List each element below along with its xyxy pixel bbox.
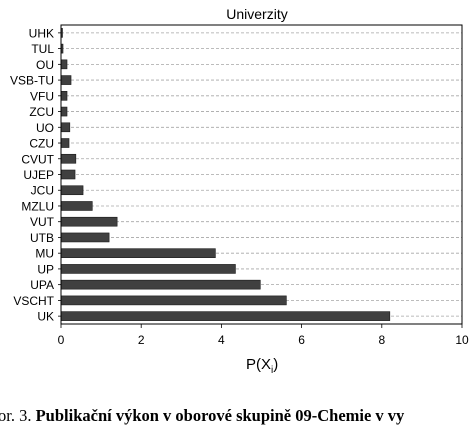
y-tick-label-mu: MU <box>35 247 54 261</box>
x-tick-label-2: 2 <box>138 333 145 347</box>
bar-vut <box>60 216 118 227</box>
bar-ujep <box>60 169 76 180</box>
bar-utb <box>60 232 110 243</box>
y-tick-label-uo: UO <box>36 121 54 135</box>
bar-zcu <box>60 106 68 117</box>
figure-caption: or. 3. Publikační výkon v oborové skupin… <box>0 406 404 426</box>
y-tick-label-vsb-tu: VSB-TU <box>10 74 54 88</box>
bar-vsb-tu <box>60 75 72 85</box>
y-tick-label-cvut: CVUT <box>21 152 54 166</box>
caption-title: Publikační výkon v oborové skupině 09-Ch… <box>35 406 405 425</box>
bar-mu <box>60 248 216 258</box>
bar-upa <box>60 279 261 290</box>
y-tick-label-mzlu: MZLU <box>21 199 54 213</box>
y-tick-label-uk: UK <box>37 310 54 324</box>
y-tick-label-vut: VUT <box>30 215 55 229</box>
y-tick-label-utb: UTB <box>30 231 54 245</box>
y-tick-label-vscht: VSCHT <box>13 294 54 308</box>
x-tick-label-6: 6 <box>298 333 305 347</box>
y-tick-label-zcu: ZCU <box>29 105 54 119</box>
y-tick-label-ujep: UJEP <box>23 168 54 182</box>
bar-uk <box>60 311 391 321</box>
x-axis-label-subscript: i <box>271 365 273 376</box>
bar-mzlu <box>60 201 93 211</box>
y-tick-label-ou: OU <box>36 58 54 72</box>
y-tick-label-upa: UPA <box>30 278 54 292</box>
y-tick-label-czu: CZU <box>29 137 54 151</box>
bar-cvut <box>60 153 77 164</box>
bar-up <box>60 264 236 274</box>
x-tick-labels: 0 2 4 6 8 10 <box>58 324 469 347</box>
x-tick-label-0: 0 <box>58 333 65 347</box>
x-tick-label-8: 8 <box>378 333 385 347</box>
bar-uo <box>60 122 71 133</box>
bar-vscht <box>60 295 287 306</box>
x-axis-label-close: ) <box>273 356 278 373</box>
x-tick-label-4: 4 <box>218 333 225 347</box>
x-axis-label-main: P(X <box>246 356 271 373</box>
bar-ou <box>60 59 68 70</box>
y-tick-label-up: UP <box>37 262 54 276</box>
y-tick-label-uhk: UHK <box>29 26 54 40</box>
y-tick-label-tul: TUL <box>31 42 54 56</box>
bar-jcu <box>60 185 84 196</box>
bar-czu <box>60 138 70 148</box>
bars <box>60 28 391 321</box>
x-tick-label-10: 10 <box>455 333 469 347</box>
x-axis-label: P(Xi) <box>246 356 278 376</box>
y-tick-label-jcu: JCU <box>31 184 54 198</box>
y-tick-label-vfu: VFU <box>30 89 54 103</box>
caption-prefix: or. 3. <box>0 406 36 425</box>
bar-vfu <box>60 91 68 101</box>
chart-title: Univerzity <box>226 6 287 22</box>
